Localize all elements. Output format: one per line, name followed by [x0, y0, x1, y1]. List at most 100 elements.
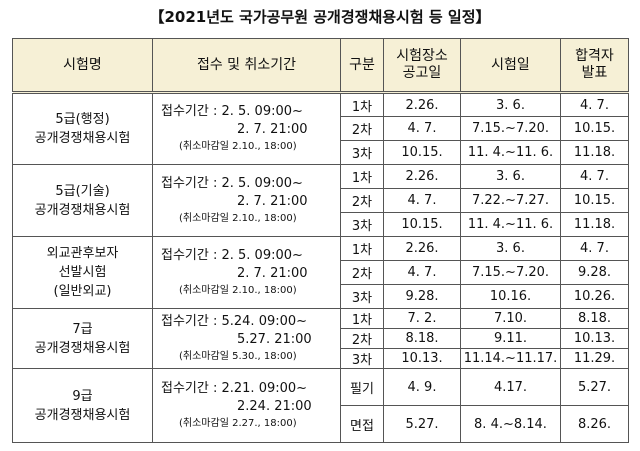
schedule-cell: 7.10.	[460, 308, 561, 329]
schedule-cell: 8.18.	[560, 308, 629, 329]
exam-name-cell: 외교관후보자 선발시험 (일반외교)	[12, 236, 153, 309]
schedule-cell: 11. 4.~11. 6.	[460, 212, 561, 237]
header-row: 시험명 접수 및 취소기간 구분 시험장소 공고일 시험일 합격자 발표	[12, 38, 629, 94]
reception-cell: 접수기간 : 2.21. 09:00~ 2.24. 21:00 (취소마감일 2.2…	[152, 368, 341, 443]
schedule-cell: 1차	[340, 236, 384, 261]
schedule-cell: 5.27.	[383, 405, 461, 443]
reception-text: 5.27. 21:00	[237, 331, 312, 347]
schedule-cell: 1차	[340, 164, 384, 189]
schedule-cell: 3차	[340, 284, 384, 309]
schedule-cell: 10.15.	[383, 212, 461, 237]
schedule-cell: 10.15.	[383, 140, 461, 165]
schedule-cell: 11. 4.~11. 6.	[460, 140, 561, 165]
schedule-cell: 4. 9.	[383, 368, 461, 406]
reception-text: (취소마감일 5.30., 18:00)	[179, 350, 297, 362]
reception-cell: 접수기간 : 5.24. 09:00~ 5.27. 21:00 (취소마감일 5.3…	[152, 308, 341, 369]
header-text: 접수 및 취소기간	[196, 56, 297, 73]
header-text: 시험장소	[396, 48, 448, 64]
exam-name: (일반외교)	[53, 284, 112, 299]
schedule-cell: 2차	[340, 116, 384, 141]
reception-text: 접수기간 : 2. 5. 09:00~	[161, 175, 303, 191]
schedule-cell: 3. 6.	[460, 164, 561, 189]
table-row: 2차 4. 7. 7.15.~7.20. 9.28.	[13, 260, 629, 285]
reception-cell: 접수기간 : 2. 5. 09:00~ 2. 7. 21:00 (취소마감일 2.1…	[152, 236, 341, 309]
schedule-cell: 8.18.	[383, 328, 461, 349]
reception-text: (취소마감일 2.10., 18:00)	[179, 141, 297, 152]
schedule-cell: 10.15.	[560, 188, 629, 213]
schedule-cell: 9.28.	[383, 284, 461, 309]
title: 【2021년도 국가공무원 공개경쟁채용시험 등 일정】	[149, 8, 491, 26]
exam-name: 공개경쟁채용시험	[34, 340, 131, 356]
table-row: 5급(행정) 공개경쟁채용시험 접수기간 : 2. 5. 09:00~ 2. 7. 2…	[12, 92, 629, 165]
schedule-cell: 필기	[340, 368, 384, 406]
table-row: 2차 4. 7. 7.22.~7.27. 10.15.	[13, 188, 629, 213]
exam-name: 7급	[72, 321, 93, 337]
header-text: 발표	[581, 65, 608, 81]
schedule-cell: 4. 7.	[383, 188, 461, 213]
table-row: 3차 9.28. 10.16. 10.26.	[13, 284, 629, 309]
reception-text: 접수기간 : 5.24. 09:00~	[161, 313, 308, 329]
schedule-cell: 7. 2.	[383, 308, 461, 329]
schedule-cell: 7.15.~7.20.	[460, 116, 561, 141]
schedule-cell: 7.15.~7.20.	[460, 260, 561, 285]
exam-name: 선발시험	[58, 265, 107, 280]
exam-name: 공개경쟁채용시험	[34, 407, 131, 423]
schedule-cell: 9.11.	[460, 328, 561, 349]
header-cell: 시험장소 공고일	[383, 38, 461, 94]
schedule-cell: 10.26.	[560, 284, 629, 309]
header-text: 공고일	[402, 65, 442, 81]
table-row: 3차 10.15. 11. 4.~11. 6. 11.18.	[13, 212, 629, 237]
schedule-cell: 7.22.~7.27.	[460, 188, 561, 213]
exam-name: 5급(기술)	[55, 183, 110, 199]
schedule-table: 시험명 접수 및 취소기간 구분 시험장소 공고일 시험일 합격자 발표 5급(행정) 공개경쟁…	[12, 38, 629, 443]
table-row: 3차 10.15. 11. 4.~11. 6. 11.18.	[13, 140, 629, 165]
schedule-cell: 11.29.	[560, 348, 629, 369]
schedule-cell: 5.27.	[560, 368, 629, 406]
reception-text: 2. 7. 21:00	[237, 122, 308, 137]
header-cell: 시험명	[12, 38, 153, 94]
schedule-cell: 3차	[340, 140, 384, 165]
exam-name: 9급	[72, 388, 93, 404]
schedule-cell: 2차	[340, 328, 384, 349]
header-text: 구분	[349, 56, 375, 73]
schedule-cell: 10.13.	[560, 328, 629, 349]
schedule-cell: 1차	[340, 308, 384, 329]
schedule-cell: 4. 7.	[560, 164, 629, 189]
table-row: 면접 5.27. 8. 4.~8.14. 8.26.	[13, 405, 629, 443]
reception-text: (취소마감일 2.10., 18:00)	[179, 212, 297, 224]
header-text: 시험일	[491, 56, 530, 73]
exam-name-cell: 5급(기술) 공개경쟁채용시험	[12, 164, 153, 237]
schedule-cell: 3차	[340, 348, 384, 369]
schedule-cell: 3. 6.	[460, 236, 561, 261]
schedule-cell: 9.28.	[560, 260, 629, 285]
header-text: 시험명	[63, 56, 102, 73]
schedule-cell: 11.18.	[560, 212, 629, 237]
schedule-cell: 4. 7.	[560, 92, 629, 117]
schedule-cell: 3차	[340, 212, 384, 237]
reception-text: 접수기간 : 2.21. 09:00~	[161, 380, 308, 396]
table-row: 5급(기술) 공개경쟁채용시험 접수기간 : 2. 5. 09:00~ 2. 7. 2…	[12, 164, 629, 237]
schedule-cell: 1차	[340, 92, 384, 117]
schedule-cell: 4. 7.	[560, 236, 629, 261]
schedule-cell: 11.14.~11.17.	[460, 348, 561, 369]
schedule-cell: 2차	[340, 260, 384, 285]
table-row: 2차 8.18. 9.11. 10.13.	[13, 328, 629, 349]
schedule-cell: 10.13.	[383, 348, 461, 369]
reception-text: 2. 7. 21:00	[237, 265, 308, 281]
header-cell: 접수 및 취소기간	[152, 38, 341, 94]
reception-text: (취소마감일 2.10., 18:00)	[179, 284, 297, 296]
reception-text: 접수기간 : 2. 5. 09:00~	[161, 104, 303, 119]
reception-text: 2. 7. 21:00	[237, 193, 308, 209]
reception-cell: 접수기간 : 2. 5. 09:00~ 2. 7. 21:00 (취소마감일 2.1…	[152, 92, 341, 165]
schedule-cell: 10.16.	[460, 284, 561, 309]
schedule-cell: 2.26.	[383, 164, 461, 189]
schedule-cell: 10.15.	[560, 116, 629, 141]
exam-name-cell: 5급(행정) 공개경쟁채용시험	[12, 92, 153, 165]
reception-text: 2.24. 21:00	[237, 398, 312, 414]
header-cell: 구분	[340, 38, 384, 94]
schedule-cell: 11.18.	[560, 140, 629, 165]
header-text: 합격자	[575, 48, 614, 64]
